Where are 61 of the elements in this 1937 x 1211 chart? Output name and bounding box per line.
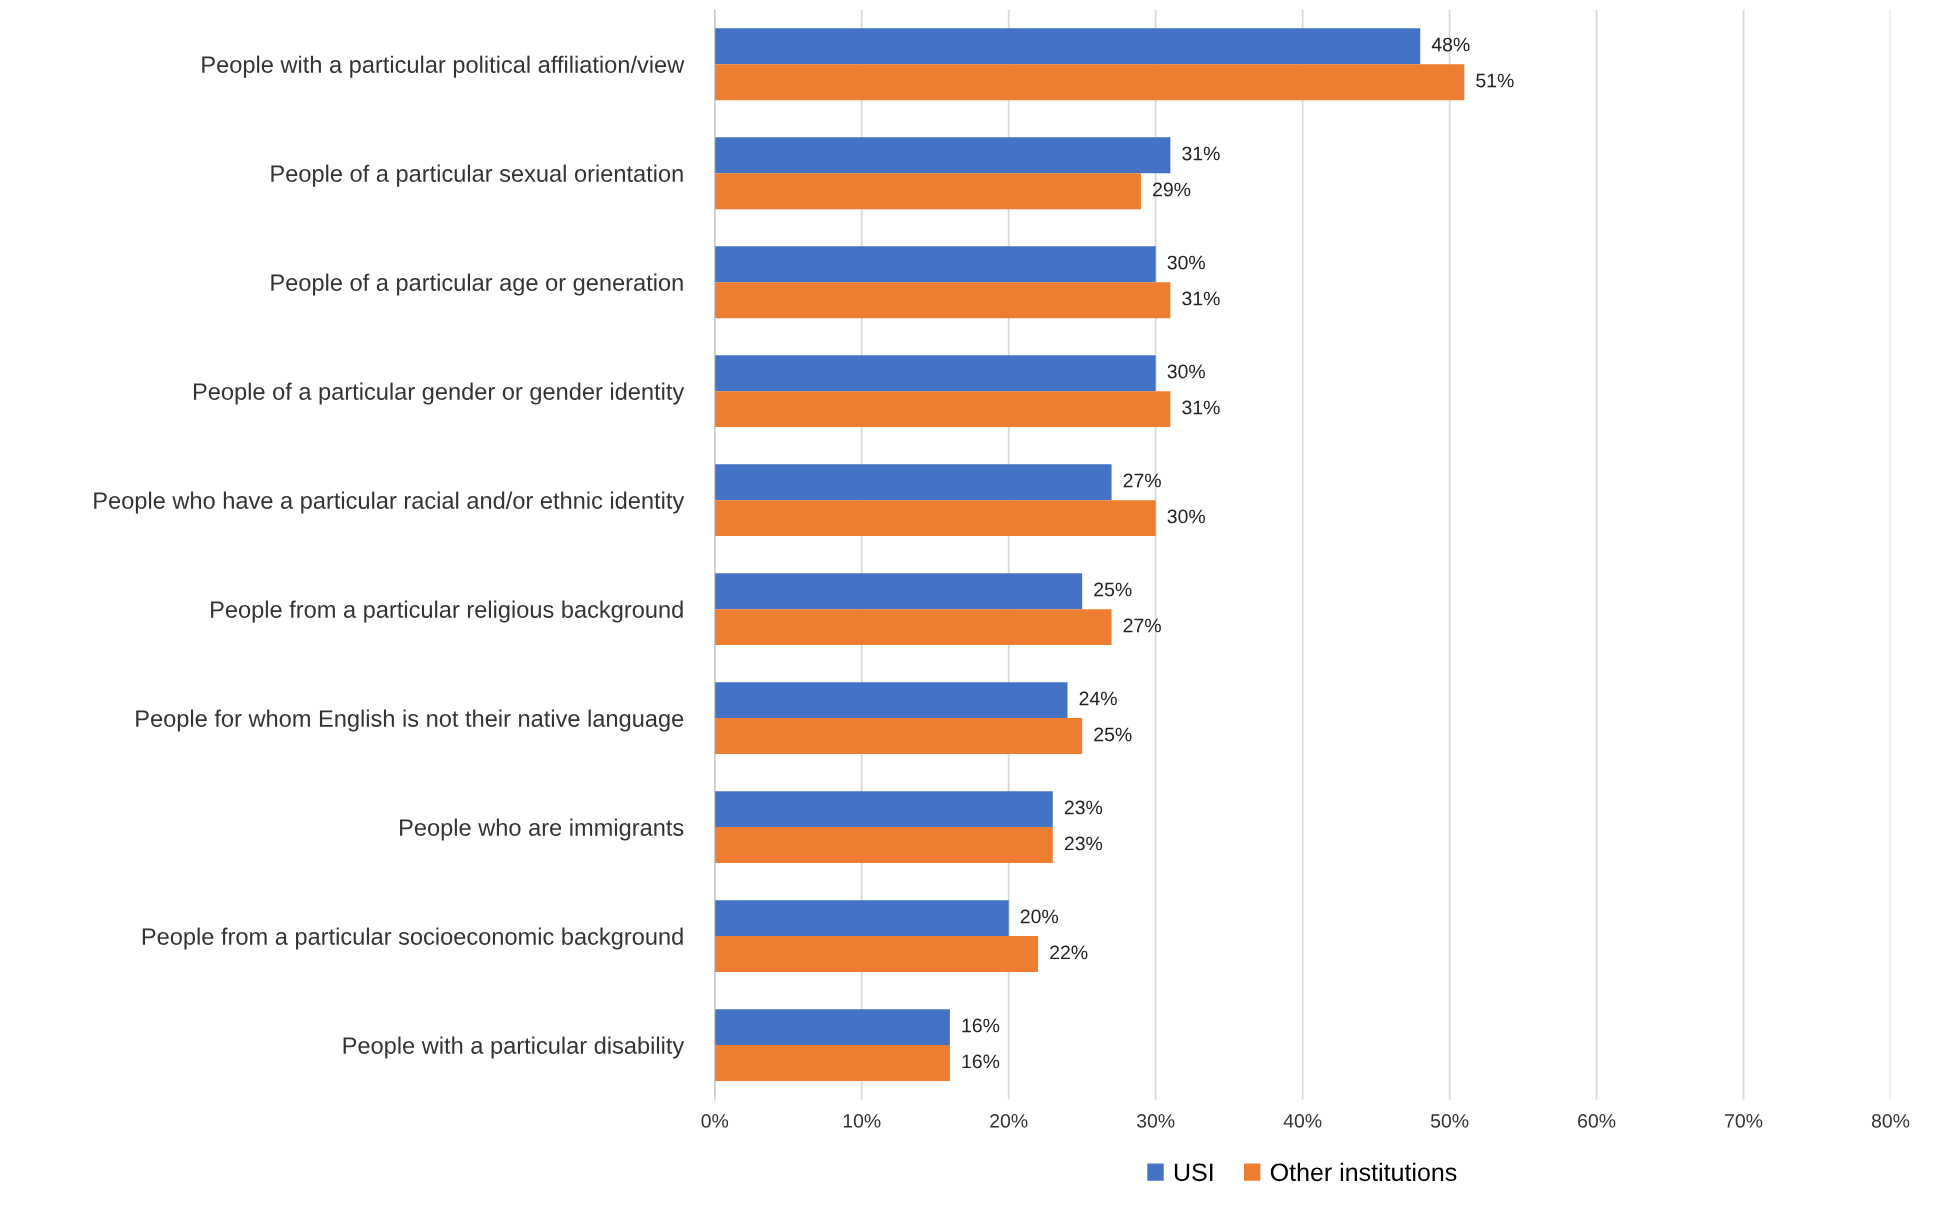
bar	[714, 64, 1465, 101]
bar	[714, 1045, 950, 1082]
x-tick-label: 70%	[1725, 1113, 1763, 1128]
data-label: 25%	[1094, 727, 1132, 742]
data-label: 25%	[1094, 582, 1132, 597]
y-tick-label: People who are immigrants	[400, 818, 684, 841]
x-tick-label: 50%	[1430, 1113, 1469, 1128]
data-label: 31%	[1182, 400, 1220, 415]
y-tick-label: People who have a particular racial and/or ethnic identity	[94, 491, 685, 514]
data-label: 16%	[962, 1054, 1000, 1069]
y-tick-label: People from a particular socioeconomic background	[142, 927, 683, 950]
data-label: 30%	[1167, 364, 1205, 379]
data-label: 48%	[1431, 37, 1470, 52]
data-label: 16%	[962, 1018, 1000, 1033]
bar	[714, 682, 1068, 719]
data-label: 20%	[1020, 909, 1059, 924]
legend-label: USI	[1174, 1163, 1213, 1182]
bar	[714, 827, 1053, 864]
data-label: 24%	[1079, 691, 1117, 706]
bar	[714, 718, 1083, 755]
data-label: 30%	[1167, 509, 1205, 524]
data-label: 23%	[1064, 800, 1103, 815]
bar	[714, 464, 1112, 501]
bar	[714, 246, 1156, 283]
bar	[714, 936, 1039, 973]
data-label: 29%	[1153, 182, 1191, 197]
y-tick-label: People from a particular religious background	[211, 600, 683, 623]
bar	[714, 609, 1112, 646]
y-tick-label: People for whom English is not their native language	[136, 709, 684, 732]
data-label: 31%	[1182, 291, 1220, 306]
data-label: 31%	[1182, 146, 1220, 161]
bar	[714, 1009, 950, 1046]
x-tick-label: 10%	[843, 1113, 881, 1128]
data-label: 23%	[1064, 836, 1103, 851]
x-tick-label: 60%	[1578, 1113, 1616, 1128]
bar	[714, 355, 1156, 392]
data-label: 30%	[1167, 255, 1205, 270]
legend-label: Other institutions	[1270, 1162, 1457, 1182]
x-tick-label: 40%	[1283, 1113, 1322, 1128]
bar	[714, 391, 1171, 428]
y-tick-label: People of a particular sexual orientation	[271, 164, 683, 187]
y-tick-label: People with a particular disability	[343, 1036, 685, 1059]
bar	[714, 500, 1156, 537]
bar	[714, 173, 1141, 210]
x-tick-label: 30%	[1136, 1113, 1175, 1128]
x-tick-label: 0%	[701, 1113, 729, 1128]
data-label: 22%	[1050, 945, 1088, 960]
bar	[714, 791, 1053, 828]
bar	[714, 282, 1171, 319]
bar	[714, 28, 1421, 65]
bar	[714, 573, 1083, 610]
y-tick-label: People of a particular gender or gender identity	[193, 382, 685, 405]
x-tick-label: 20%	[990, 1113, 1028, 1128]
x-tick-label: 80%	[1871, 1113, 1910, 1128]
data-label: 27%	[1123, 618, 1161, 633]
bar	[714, 137, 1171, 174]
data-label: 27%	[1123, 473, 1161, 488]
y-tick-label: People with a particular political affiliation/view	[202, 55, 685, 78]
y-tick-label: People of a particular age or generation	[271, 273, 683, 296]
data-label: 51%	[1476, 73, 1514, 88]
bar	[714, 900, 1009, 937]
